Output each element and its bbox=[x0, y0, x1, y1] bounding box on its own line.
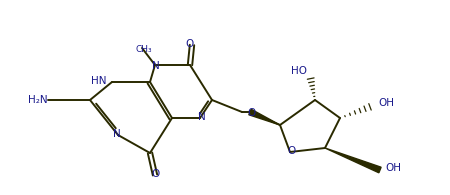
Text: OH: OH bbox=[385, 163, 401, 173]
Text: HO: HO bbox=[291, 66, 307, 76]
Text: H₂N: H₂N bbox=[28, 95, 48, 105]
Text: O: O bbox=[152, 169, 160, 179]
Text: HN: HN bbox=[90, 76, 106, 86]
Polygon shape bbox=[325, 148, 381, 173]
Polygon shape bbox=[249, 109, 280, 125]
Text: O: O bbox=[186, 39, 194, 49]
Text: O: O bbox=[287, 146, 295, 156]
Text: N: N bbox=[113, 129, 121, 139]
Text: O: O bbox=[247, 108, 255, 118]
Text: CH₃: CH₃ bbox=[136, 45, 152, 54]
Text: N: N bbox=[152, 61, 160, 71]
Text: OH: OH bbox=[378, 98, 394, 108]
Text: N: N bbox=[198, 112, 206, 122]
